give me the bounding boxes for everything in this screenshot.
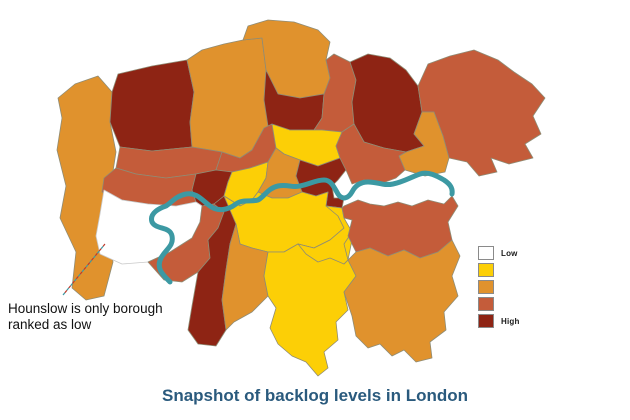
annotation-hounslow: Hounslow is only borough ranked as low <box>8 301 163 332</box>
legend-label: High <box>501 316 520 326</box>
legend-swatch-level-3 <box>478 280 494 294</box>
region-sutton <box>221 223 269 331</box>
region-greenwich-bexley <box>341 195 459 259</box>
legend-swatch-level-2 <box>478 263 494 277</box>
legend-label: Low <box>501 248 518 258</box>
region-barnet <box>186 37 269 159</box>
legend-item <box>478 297 520 311</box>
region-lewisham <box>297 205 353 265</box>
legend-swatch-level-5 <box>478 314 494 328</box>
legend-item: Low <box>478 246 520 260</box>
legend-swatch-level-4 <box>478 297 494 311</box>
legend-item <box>478 263 520 277</box>
chart-title: Snapshot of backlog levels in London <box>161 386 469 405</box>
annotation-pointer-line <box>62 243 106 296</box>
region-newham <box>335 123 407 185</box>
legend-swatch-level-1 <box>478 246 494 260</box>
legend-item: High <box>478 314 520 328</box>
river-thames <box>149 170 455 285</box>
annotation-pointer-line <box>62 243 106 296</box>
legend: Low High <box>478 246 520 328</box>
region-bromley <box>343 239 461 363</box>
region-harrow <box>109 59 195 152</box>
region-barking-dagenham <box>398 111 450 177</box>
legend-item <box>478 280 520 294</box>
